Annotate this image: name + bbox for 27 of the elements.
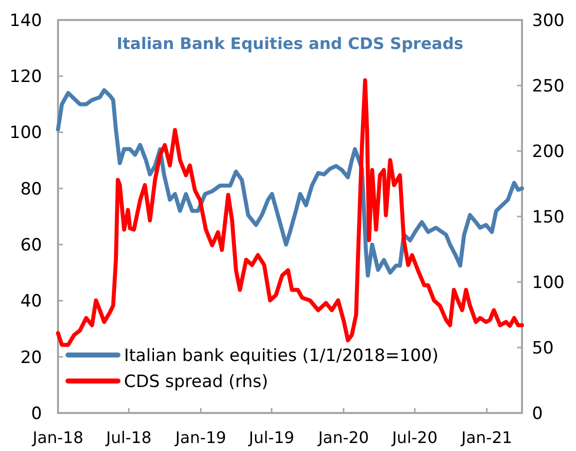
y-tick-label: 100 xyxy=(10,123,42,144)
y2-tick-label: 250 xyxy=(532,76,564,96)
y2-tick-label: 200 xyxy=(532,142,564,162)
x-tick-label: Jul-20 xyxy=(391,428,438,447)
y-tick-label: 80 xyxy=(20,179,42,200)
x-tick-label: Jan-21 xyxy=(460,428,512,447)
y-tick-label: 60 xyxy=(20,236,42,256)
legend-label: Italian bank equities (1/1/2018=100) xyxy=(124,346,439,366)
x-tick-label: Jul-19 xyxy=(248,428,294,447)
x-tick-label: Jan-19 xyxy=(174,428,226,447)
text: Italian Bank Equities and CDS Spreads xyxy=(116,34,464,53)
line-series xyxy=(56,78,524,347)
x-tick-label: Jan-20 xyxy=(317,428,369,447)
y2-tick-label: 150 xyxy=(532,207,564,228)
x-tick-label: Jan-18 xyxy=(32,428,84,447)
y-tick-label: 20 xyxy=(20,348,42,368)
y-tick-label: 140 xyxy=(10,10,42,31)
y-tick-label: 40 xyxy=(20,292,42,312)
y-tick-label: 120 xyxy=(10,67,42,88)
y2-tick-label: 300 xyxy=(532,10,564,31)
x-tick-label: Jul-18 xyxy=(105,428,152,447)
y2-tick-label: 0 xyxy=(532,404,543,424)
y2-tick-label: 100 xyxy=(532,272,564,293)
line-series xyxy=(56,88,524,278)
legend-label: CDS spread (rhs) xyxy=(124,372,268,392)
y2-tick-label: 50 xyxy=(532,338,554,358)
y-tick-label: 0 xyxy=(31,404,42,424)
